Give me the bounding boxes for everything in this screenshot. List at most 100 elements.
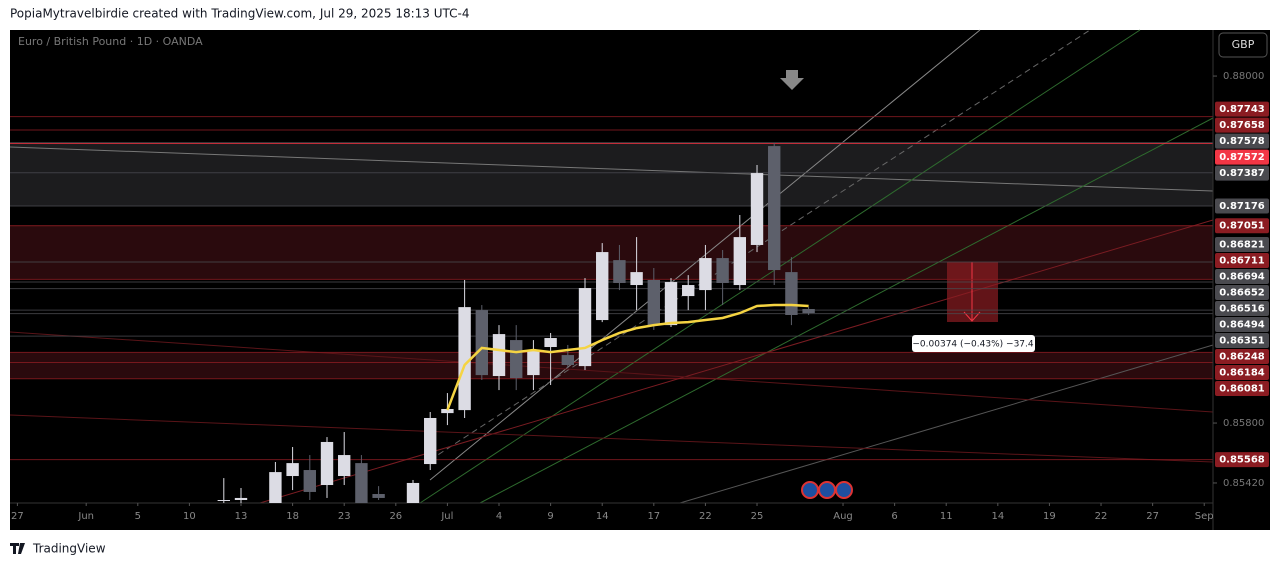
candle-body [303,470,316,492]
x-tick-label: 13 [235,511,248,522]
level-label: 0.87578 [1219,136,1265,147]
level-label: 0.86081 [1219,384,1265,395]
candle-body [269,472,282,503]
x-tick-label: 14 [596,511,609,522]
level-label-box [1215,381,1269,397]
level-label-box [1215,285,1269,301]
candle-body [441,408,454,414]
candle-body [320,441,334,486]
candle-body [785,272,798,315]
level-label-box [1215,117,1269,133]
level-label: 0.87572 [1219,152,1265,163]
candle-body [475,310,489,376]
x-tick-label: 19 [1043,511,1056,522]
level-label-box [1215,365,1269,381]
level-label-box [1215,349,1269,365]
level-label: 0.87176 [1219,201,1265,212]
level-label-box [1215,317,1269,333]
x-tick-label: 6 [891,511,897,522]
measure-arrow [963,311,981,322]
candle-body [458,307,471,411]
y-tick-label: 0.88000 [1223,71,1264,82]
x-tick-label: 18 [286,511,299,522]
x-tick-label: 23 [338,511,351,522]
level-label: 0.86711 [1219,256,1265,267]
currency-button[interactable] [1218,32,1268,58]
candle-body [406,482,420,503]
candle-body [578,288,592,367]
candle-body [716,258,729,283]
candle-body [338,455,351,477]
level-label: 0.85568 [1219,455,1265,466]
level-label-box [1215,237,1269,253]
x-tick-label: 9 [547,511,553,522]
candle-body [372,494,385,498]
level-label-box [1215,101,1269,117]
trend-line [9,331,1214,413]
level-label: 0.86184 [1219,368,1265,379]
candle-body [492,334,506,377]
measure-label: −0.00374 (−0.43%) −37.4 [912,340,1033,350]
x-tick-label: 22 [1095,511,1108,522]
level-label: 0.86821 [1219,240,1265,251]
event-icon[interactable] [835,481,853,499]
x-tick-label: Jul [440,511,453,522]
x-tick-label: 4 [496,511,502,522]
event-icon[interactable] [818,481,836,499]
x-tick-label: 22 [699,511,712,522]
drawings [9,29,1214,504]
zone [10,225,1213,279]
trend-line [9,414,1214,463]
level-label: 0.86494 [1219,320,1265,331]
x-tick-label: 26 [389,511,402,522]
level-label: 0.87387 [1219,168,1265,179]
header: PopiaMytravelbirdie created with Trading… [10,7,470,21]
moving-average [446,303,809,411]
candle-body [802,309,815,314]
trend-line [429,29,1091,461]
level-label: 0.86652 [1219,288,1265,299]
currency-label[interactable]: GBP [1232,38,1255,51]
candle-body [733,237,747,286]
candle-body [561,355,575,365]
trend-line [9,146,1214,192]
candle-body [355,463,368,503]
candle-body [664,282,678,326]
x-tick-label: 17 [647,511,660,522]
arrow-icon [780,70,804,90]
x-tick-label: 14 [991,511,1004,522]
level-label-box [1215,333,1269,349]
measure-label-box [912,335,1035,352]
level-label: 0.87658 [1219,120,1265,131]
candle-body [510,340,523,379]
level-label-box [1215,149,1269,165]
level-label: 0.86248 [1219,352,1265,363]
level-label: 0.87051 [1219,221,1265,232]
trend-line [259,219,1214,504]
x-tick-label: Sep [1195,511,1214,522]
x-tick-label: 10 [183,511,196,522]
candle-body [768,146,781,271]
level-label-box [1215,133,1269,149]
level-label: 0.86351 [1219,336,1265,347]
x-tick-label: 11 [940,511,953,522]
candle-body [613,260,626,283]
candle-body [234,497,248,501]
level-label-box [1215,198,1269,214]
zone [10,352,1213,379]
level-label-box [1215,269,1269,285]
event-icon[interactable] [801,481,819,499]
footer: TradingView [32,542,106,556]
y-tick-label: 0.85800 [1223,418,1264,429]
level-label-box [1215,165,1269,181]
level-label: 0.86694 [1219,272,1265,283]
candle-body [630,272,643,286]
x-tick-label: 27 [11,511,24,522]
candle-body [527,350,540,376]
level-label-box [1215,301,1269,317]
candle-body [682,285,695,297]
candle-body [544,338,557,348]
level-label-box [1215,452,1269,468]
